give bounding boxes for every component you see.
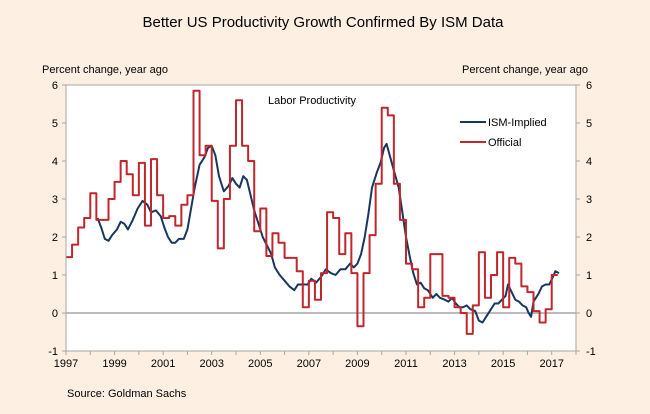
chart-title: Better US Productivity Growth Confirmed … bbox=[143, 14, 505, 31]
x-tick-label: 2005 bbox=[248, 358, 272, 370]
x-tick-label: 2015 bbox=[491, 358, 515, 370]
y-tick-label-right: 0 bbox=[586, 308, 592, 320]
y-axis-label-right: Percent change, year ago bbox=[462, 64, 588, 76]
legend: ISM-Implied Official bbox=[460, 117, 547, 149]
y-tick-label-right: 6 bbox=[586, 80, 592, 92]
y-tick-label-right: 5 bbox=[586, 118, 592, 130]
legend-label: Official bbox=[488, 137, 521, 149]
y-axis-label-left: Percent change, year ago bbox=[42, 64, 168, 76]
y-tick-label-left: 4 bbox=[52, 156, 58, 168]
x-tick-label: 1997 bbox=[54, 358, 78, 370]
y-tick-label-left: -1 bbox=[48, 346, 58, 358]
x-tick-label: 2013 bbox=[442, 358, 466, 370]
legend-label: ISM-Implied bbox=[488, 117, 547, 129]
x-tick-label: 2017 bbox=[539, 358, 563, 370]
source-note: Source: Goldman Sachs bbox=[67, 388, 187, 400]
y-tick-label-left: 2 bbox=[52, 232, 58, 244]
y-tick-label-right: 2 bbox=[586, 232, 592, 244]
x-tick-label: 2009 bbox=[345, 358, 369, 370]
series-line-official bbox=[66, 89, 558, 335]
chart-annotation: Labor Productivity bbox=[268, 95, 357, 107]
y-tick-label-right: 1 bbox=[586, 270, 592, 282]
x-tick-label: 2011 bbox=[394, 358, 418, 370]
y-tick-label-left: 3 bbox=[52, 194, 58, 206]
y-tick-label-left: 5 bbox=[52, 118, 58, 130]
y-tick-label-left: 0 bbox=[52, 308, 58, 320]
y-tick-label-left: 1 bbox=[52, 270, 58, 282]
series-line-ism-implied bbox=[96, 142, 560, 324]
x-tick-label: 2001 bbox=[151, 358, 175, 370]
y-tick-label-right: 3 bbox=[586, 194, 592, 206]
x-tick-label: 2003 bbox=[199, 358, 223, 370]
x-tick-label: 1999 bbox=[102, 358, 126, 370]
x-tick-label: 2007 bbox=[297, 358, 321, 370]
y-tick-label-left: 6 bbox=[52, 80, 58, 92]
y-tick-label-right: -1 bbox=[586, 346, 596, 358]
y-tick-label-right: 4 bbox=[586, 156, 592, 168]
